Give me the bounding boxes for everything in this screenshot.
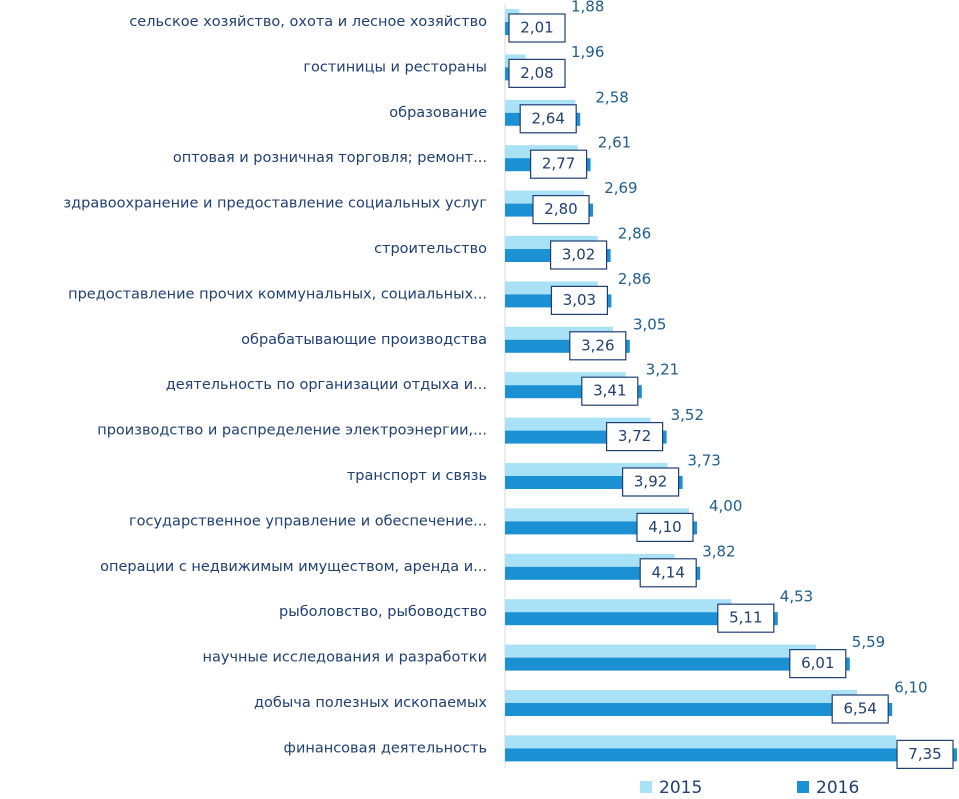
category-label: производство и распределение электроэнер… xyxy=(97,423,487,439)
bar xyxy=(505,612,778,626)
value-label-box xyxy=(529,149,588,179)
value-label: 6,54 xyxy=(843,700,876,718)
value-label: 4,53 xyxy=(780,588,813,606)
category-label: образование xyxy=(389,105,487,121)
value-label: 3,52 xyxy=(671,406,704,424)
value-label-box xyxy=(532,195,590,225)
value-label-box xyxy=(636,512,694,543)
value-label-box xyxy=(519,104,577,134)
bar xyxy=(505,553,675,567)
value-label-box xyxy=(550,285,609,315)
value-label: 1,96 xyxy=(571,43,604,61)
bar xyxy=(505,599,732,613)
value-label: 2,77 xyxy=(542,155,575,173)
category-label: предоставление прочих коммунальных, соци… xyxy=(68,286,487,302)
value-label: 3,82 xyxy=(702,542,735,560)
value-label: 3,03 xyxy=(563,291,596,309)
value-label: 3,41 xyxy=(593,382,626,400)
category-label: операции с недвижимым имуществом, аренда… xyxy=(100,559,487,575)
value-label: 2,58 xyxy=(595,88,628,106)
bar xyxy=(505,748,957,762)
bar xyxy=(505,657,850,671)
value-label: 3,21 xyxy=(646,361,679,379)
value-label-box xyxy=(621,467,680,497)
value-label-box xyxy=(831,694,889,724)
value-label: 2,86 xyxy=(618,270,651,288)
value-label: 7,35 xyxy=(908,745,941,763)
value-label: 2,61 xyxy=(598,134,631,152)
value-label: 2,01 xyxy=(520,19,553,37)
value-label-box xyxy=(717,603,775,633)
value-label: 2,69 xyxy=(604,179,637,197)
category-label: строительство xyxy=(374,241,487,257)
value-label: 3,72 xyxy=(618,427,651,445)
value-label: 6,01 xyxy=(801,654,834,672)
value-label: 2,80 xyxy=(544,200,577,218)
category-label: финансовая деятельность xyxy=(284,740,487,756)
value-label: 2,08 xyxy=(520,64,553,82)
value-label: 2,64 xyxy=(531,109,564,127)
category-label: здравоохранение и предоставление социаль… xyxy=(63,196,487,212)
value-label: 4,10 xyxy=(648,518,681,536)
legend-label: 2015 xyxy=(659,778,702,798)
category-label: научные исследования и разработки xyxy=(203,650,487,666)
value-label-box xyxy=(508,58,566,89)
value-label: 5,11 xyxy=(729,609,762,627)
value-label-box xyxy=(896,739,954,770)
value-label: 2,86 xyxy=(618,225,651,243)
category-label: рыболовство, рыбоводство xyxy=(279,604,487,620)
value-label-box xyxy=(789,648,847,679)
value-label: 1,88 xyxy=(571,0,604,16)
bar xyxy=(505,644,817,658)
category-label: сельское хозяйство, охота и лесное хозяй… xyxy=(129,14,487,30)
value-label: 3,92 xyxy=(634,473,667,491)
bar xyxy=(505,735,897,749)
value-label-box xyxy=(508,13,566,43)
category-label: деятельность по организации отдыха и... xyxy=(166,377,487,393)
category-label: гостиницы и рестораны xyxy=(303,59,487,75)
bar xyxy=(505,690,857,703)
value-label: 6,10 xyxy=(894,679,927,697)
value-label-box xyxy=(549,240,608,270)
bar xyxy=(505,703,893,716)
value-label-box xyxy=(569,331,627,361)
value-label: 4,14 xyxy=(651,563,684,581)
category-label: обрабатывающие производства xyxy=(241,332,487,348)
value-label: 3,05 xyxy=(633,315,666,333)
value-label: 3,73 xyxy=(687,452,720,470)
category-label: транспорт и связь xyxy=(347,468,487,484)
legend-swatch xyxy=(640,781,652,793)
value-label: 3,26 xyxy=(581,336,614,354)
category-label: оптовая и розничная торговля; ремонт... xyxy=(173,150,487,166)
category-label: государственное управление и обеспечение… xyxy=(129,513,487,529)
value-label: 3,02 xyxy=(562,246,595,264)
category-label: добыча полезных ископаемых xyxy=(254,695,487,711)
legend-label: 2016 xyxy=(816,778,859,798)
value-label-box xyxy=(581,376,639,406)
value-label: 5,59 xyxy=(852,633,885,651)
value-label-box xyxy=(605,422,664,452)
value-label-box xyxy=(639,558,697,588)
value-label: 4,00 xyxy=(709,497,742,515)
legend-swatch xyxy=(797,781,809,793)
